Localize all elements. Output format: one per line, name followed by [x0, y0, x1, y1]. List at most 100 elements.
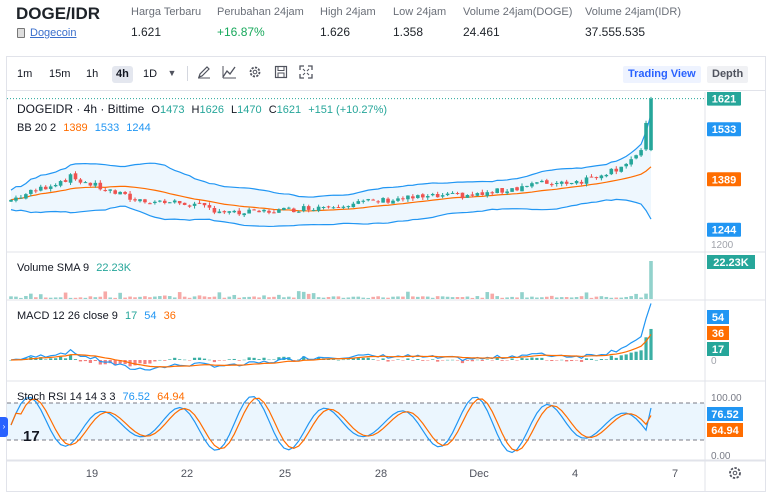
macd-hist-bar: [455, 360, 460, 361]
candle-body: [564, 181, 569, 184]
price-tag-bb-basis-text: 1389: [712, 174, 736, 186]
volume-bar: [262, 295, 266, 299]
price-tag-bb-basis: 1389: [707, 172, 741, 187]
volume-bar: [554, 297, 559, 299]
volume-bar: [599, 296, 604, 299]
price-chart[interactable]: 1200162115331389124422.23K5436170100.000…: [7, 92, 765, 492]
candle-body: [649, 98, 653, 151]
macd-tag-hist-text: 36: [712, 328, 724, 340]
timeframe-1h[interactable]: 1h: [86, 68, 99, 80]
chart-toolbar: 1m 15m 1h 4h 1D ▼ Trading View Depth: [7, 57, 765, 91]
macd-legend: MACD 12 26 close 9 17 54 36: [17, 310, 180, 322]
draw-icon[interactable]: [196, 65, 212, 81]
macd-hist-bar: [197, 357, 202, 360]
macd-hist-bar: [331, 359, 336, 360]
macd-hist-bar: [470, 360, 474, 362]
volume-bar: [63, 292, 68, 299]
volume-bar: [108, 297, 113, 299]
pair-title: DOGE/IDR: [16, 4, 101, 23]
macd-hist-bar: [316, 357, 321, 360]
candle-body: [530, 183, 534, 187]
macd-hist-bar: [629, 352, 633, 360]
macd-tag-macd-text: 17: [712, 344, 724, 356]
macd-hist-bar: [401, 360, 405, 361]
macd-hist-bar: [599, 359, 603, 360]
volume-bar: [366, 297, 371, 299]
timeframe-1d[interactable]: 1D: [143, 68, 158, 80]
macd-hist-bar: [118, 360, 122, 364]
candle-body: [48, 186, 53, 189]
axis-settings-icon[interactable]: [729, 467, 741, 479]
volume-bar: [535, 297, 539, 299]
timeframe-4h[interactable]: 4h: [112, 66, 133, 83]
volume-bar: [629, 296, 633, 299]
stat-volume-doge: Volume 24jam(DOGE) 24.461: [463, 6, 573, 39]
volume-bar: [490, 293, 495, 299]
volume-bar: [43, 297, 48, 299]
candle-body: [287, 207, 291, 209]
macd-tag-hist-bg: [707, 326, 729, 340]
timeframe-15m[interactable]: 15m: [49, 68, 71, 80]
candle-body: [520, 186, 524, 192]
macd-hist-bar: [574, 360, 579, 361]
candle-body: [525, 185, 529, 187]
macd-hist-bar: [148, 360, 152, 364]
volume-bar: [296, 291, 301, 299]
settings-icon[interactable]: [247, 65, 263, 81]
volume-bar: [73, 297, 78, 299]
volume-bar: [604, 296, 609, 299]
macd-hist-bar: [257, 359, 261, 360]
volume-bar: [525, 297, 529, 299]
candle-body: [158, 200, 162, 202]
stoch-tag-k: 76.52: [707, 407, 743, 421]
volume-bar: [316, 297, 321, 299]
volume-bar: [510, 296, 514, 299]
volume-bar: [19, 297, 23, 299]
candle-body: [460, 192, 465, 199]
macd-hist-bar: [391, 360, 395, 361]
volume-bar: [58, 297, 63, 299]
macd-hist-bar: [624, 354, 628, 360]
macd-tag-signal-text: 54: [712, 312, 725, 324]
macd-hist-bar: [242, 359, 246, 361]
volume-bar: [291, 297, 296, 299]
candle-body: [108, 189, 113, 191]
volume-bar: [217, 292, 222, 299]
candle-body: [237, 210, 242, 215]
volume-bar: [624, 296, 628, 299]
macd-hist-bar: [9, 360, 13, 361]
macd-hist-bar: [341, 359, 346, 361]
macd-hist-bar: [163, 360, 167, 361]
macd-hist-bar: [207, 359, 212, 361]
candle-body: [98, 182, 103, 190]
volume-bar: [29, 293, 33, 299]
candle-body: [599, 175, 604, 179]
bb-name: BB 20 2: [17, 122, 57, 134]
volume-bar: [153, 296, 157, 299]
candle-body: [366, 199, 371, 201]
coin-link[interactable]: Dogecoin: [30, 27, 77, 39]
macd-hist-bar: [386, 360, 390, 362]
trading-view-button[interactable]: Trading View: [623, 66, 701, 83]
macd-hist-bar: [604, 359, 608, 360]
candle-body: [43, 186, 48, 190]
candle-body: [416, 195, 420, 199]
volume-bar: [48, 297, 53, 299]
depth-button[interactable]: Depth: [707, 66, 749, 83]
macd-hist-bar: [143, 360, 147, 365]
volume-bar: [247, 296, 251, 299]
indicators-icon[interactable]: [221, 65, 237, 81]
price-tag-bb-lower: 1244: [707, 222, 741, 237]
macd-tag-macd-bg: [707, 342, 729, 356]
volume-bar: [420, 296, 425, 299]
save-icon[interactable]: [273, 65, 289, 81]
candle-body: [411, 196, 415, 199]
macd-hist-bar: [465, 360, 470, 361]
candle-body: [133, 199, 137, 201]
side-panel-toggle[interactable]: ›: [0, 417, 8, 437]
chevron-down-icon[interactable]: ▼: [167, 68, 177, 78]
timeframe-1m[interactable]: 1m: [17, 68, 33, 80]
candle-body: [594, 177, 599, 179]
fullscreen-icon[interactable]: [298, 65, 314, 81]
macd-hist-bar: [297, 359, 301, 361]
